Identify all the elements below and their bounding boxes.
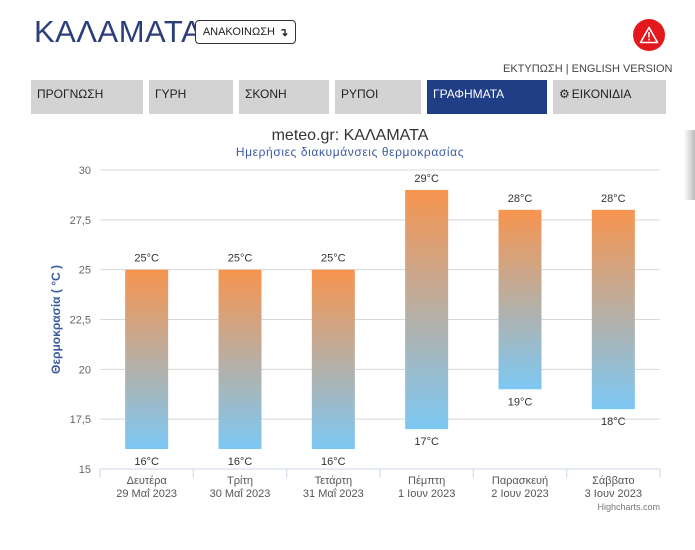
warning-triangle-icon: [639, 26, 659, 44]
tab-forecast[interactable]: ΠΡΟΓΝΩΣΗ: [31, 80, 143, 114]
announcement-label: ΑΝΑΚΟΙΝΩΣΗ: [202, 26, 275, 38]
y-tick-label: 15: [79, 464, 91, 476]
temperature-range-bar: [405, 189, 449, 430]
temperature-range-bar: [125, 269, 169, 450]
tab-label: ΡΥΠΟΙ: [341, 87, 379, 101]
english-version-link[interactable]: ENGLISH VERSION: [571, 63, 673, 75]
x-tick-date: 1 Ιουν 2023: [398, 488, 455, 500]
tab-charts[interactable]: ΓΡΑΦΗΜΑΤΑ: [427, 80, 547, 114]
x-tick-day: Τετάρτη: [315, 475, 353, 487]
temperature-range-bar: [218, 269, 262, 450]
warning-button[interactable]: [633, 19, 665, 51]
y-tick-label: 25: [79, 265, 91, 277]
x-tick-day: Τρίτη: [227, 475, 253, 487]
high-temp-label: 28°C: [508, 193, 533, 205]
announcement-button[interactable]: ΑΝΑΚΟΙΝΩΣΗ ↴: [195, 20, 296, 44]
x-tick-date: 3 Ιουν 2023: [585, 488, 642, 500]
x-tick-day: Σάββατο: [592, 475, 634, 487]
gear-icon: ⚙: [559, 87, 570, 101]
x-tick-day: Δευτέρα: [127, 475, 168, 487]
print-links: ΕΚΤΥΠΩΣΗ | ENGLISH VERSION: [503, 63, 672, 75]
low-temp-label: 17°C: [414, 436, 439, 448]
tab-label: ΓΡΑΦΗΜΑΤΑ: [433, 87, 505, 101]
y-axis-title: Θερμοκρασία ( °C ): [49, 265, 63, 374]
tab-pollutants[interactable]: ΡΥΠΟΙ: [335, 80, 421, 114]
low-temp-label: 16°C: [134, 456, 159, 468]
x-tick-date: 31 Μαΐ 2023: [303, 488, 364, 500]
tab-pollen[interactable]: ΓΥΡΗ: [149, 80, 233, 114]
x-tick-date: 29 Μαΐ 2023: [116, 488, 177, 500]
main-tabs: ΠΡΟΓΝΩΣΗ ΓΥΡΗ ΣΚΟΝΗ ΡΥΠΟΙ ΓΡΑΦΗΜΑΤΑ ⚙ ΕΙΚ…: [31, 80, 666, 114]
temperature-range-bar: [591, 209, 635, 410]
x-tick-day: Πέμπτη: [408, 475, 445, 487]
link-separator: |: [562, 63, 572, 75]
x-tick-date: 2 Ιουν 2023: [491, 488, 548, 500]
tab-label: ΠΡΟΓΝΩΣΗ: [37, 87, 104, 101]
y-tick-label: 30: [79, 165, 91, 177]
high-temp-label: 25°C: [228, 253, 253, 265]
chart-title: meteo.gr: ΚΑΛΑΜΑΤΑ: [272, 127, 429, 144]
arrow-down-icon: ↴: [278, 26, 289, 39]
low-temp-label: 19°C: [508, 396, 533, 408]
print-link[interactable]: ΕΚΤΥΠΩΣΗ: [503, 63, 563, 75]
tab-label: ΕΙΚΟΝΙΔΙΑ: [571, 87, 632, 101]
scroll-shadow: [684, 130, 695, 200]
high-temp-label: 25°C: [321, 253, 346, 265]
tab-label: ΣΚΟΝΗ: [245, 87, 287, 101]
tab-icons[interactable]: ⚙ ΕΙΚΟΝΙΔΙΑ: [553, 80, 666, 114]
y-tick-label: 27,5: [70, 215, 91, 227]
page-title: ΚΑΛΑΜΑΤΑ: [34, 14, 203, 49]
temperature-range-bar: [498, 209, 542, 390]
x-tick-date: 30 Μαΐ 2023: [210, 488, 271, 500]
tab-dust[interactable]: ΣΚΟΝΗ: [239, 80, 329, 114]
tab-label: ΓΥΡΗ: [155, 87, 187, 101]
low-temp-label: 16°C: [321, 456, 346, 468]
low-temp-label: 16°C: [228, 456, 253, 468]
temperature-range-bar: [311, 269, 355, 450]
high-temp-label: 29°C: [414, 173, 439, 185]
x-tick-day: Παρασκευή: [492, 475, 548, 487]
high-temp-label: 25°C: [134, 253, 159, 265]
high-temp-label: 28°C: [601, 193, 626, 205]
y-tick-label: 20: [79, 364, 91, 376]
highcharts-credits: Highcharts.com: [597, 502, 660, 512]
y-tick-label: 17,5: [70, 414, 91, 426]
y-tick-label: 22,5: [70, 315, 91, 327]
chart-subtitle: Ημερήσιες διακυμάνσεις θερμοκρασίας: [236, 145, 464, 159]
low-temp-label: 18°C: [601, 416, 626, 428]
